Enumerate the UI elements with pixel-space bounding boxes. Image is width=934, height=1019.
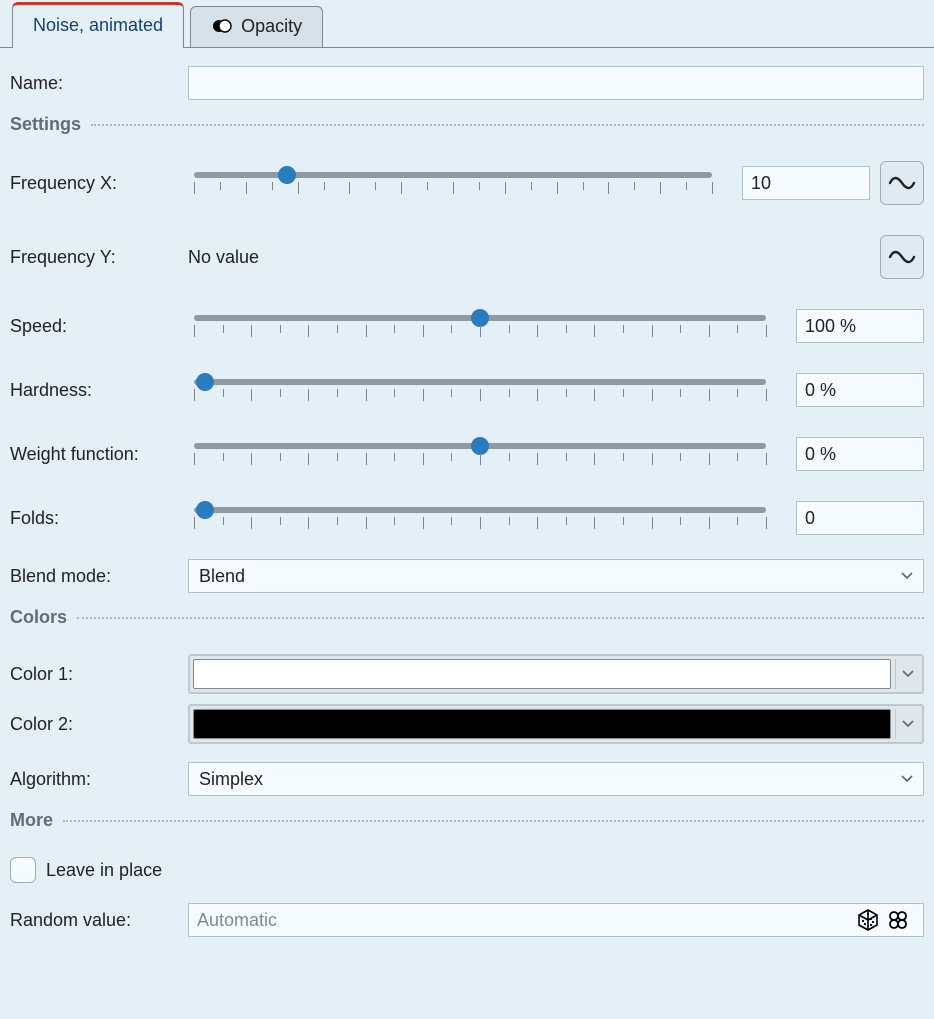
chevron-down-icon	[902, 720, 914, 728]
leave-in-place-checkbox[interactable]	[10, 857, 36, 883]
wave-icon	[888, 247, 916, 267]
weight-function-value[interactable]	[797, 438, 934, 470]
algorithm-label: Algorithm:	[10, 769, 188, 790]
folds-slider[interactable]	[188, 507, 772, 529]
frequency-y-novalue: No value	[188, 247, 870, 268]
color2-field[interactable]	[188, 704, 924, 744]
folds-spin[interactable]: ▲▼	[796, 501, 924, 535]
hardness-spin[interactable]: ▲▼	[796, 373, 924, 407]
section-settings: Settings	[10, 114, 924, 135]
frequency-x-spin[interactable]: ▲ ▼	[742, 166, 870, 200]
color2-row: Color 2:	[10, 704, 924, 744]
frequency-x-slider[interactable]	[188, 172, 718, 194]
frequency-x-wave-button[interactable]	[880, 161, 924, 205]
tab-label: Noise, animated	[33, 15, 163, 36]
chevron-down-icon	[902, 670, 914, 678]
section-colors: Colors	[10, 607, 924, 628]
color2-swatch	[193, 709, 891, 739]
tab-opacity[interactable]: Opacity	[190, 6, 323, 47]
frequency-y-row: Frequency Y: No value	[10, 235, 924, 279]
random-value-label: Random value:	[10, 910, 188, 931]
random-value-input[interactable]: Automatic	[188, 903, 924, 937]
blend-mode-label: Blend mode:	[10, 566, 188, 587]
color2-dropdown[interactable]	[895, 709, 919, 739]
algorithm-value: Simplex	[199, 769, 263, 790]
leave-in-place-label: Leave in place	[46, 860, 162, 881]
speed-slider[interactable]	[188, 315, 772, 337]
algorithm-select[interactable]: Simplex	[188, 762, 924, 796]
color1-swatch	[193, 659, 891, 689]
weight-function-spin[interactable]: ▲▼	[796, 437, 924, 471]
folds-row: Folds: ▲▼	[10, 501, 924, 535]
tab-label: Opacity	[241, 16, 302, 37]
algorithm-row: Algorithm: Simplex	[10, 762, 924, 796]
leave-in-place-row: Leave in place	[10, 857, 924, 883]
frequency-x-row: Frequency X: ▲ ▼	[10, 161, 924, 205]
hardness-label: Hardness:	[10, 380, 188, 401]
color1-dropdown[interactable]	[895, 659, 919, 689]
color1-row: Color 1:	[10, 654, 924, 694]
color2-label: Color 2:	[10, 714, 188, 735]
folds-label: Folds:	[10, 508, 188, 529]
color1-field[interactable]	[188, 654, 924, 694]
weight-function-row: Weight function: ▲▼	[10, 437, 924, 471]
chevron-down-icon	[901, 775, 913, 783]
name-input[interactable]	[188, 66, 924, 100]
frequency-y-label: Frequency Y:	[10, 247, 188, 268]
frequency-y-wave-button[interactable]	[880, 235, 924, 279]
wave-icon	[888, 173, 916, 193]
opacity-icon	[211, 15, 233, 37]
weight-function-label: Weight function:	[10, 444, 188, 465]
dice-icon[interactable]	[856, 908, 880, 932]
tab-noise-animated[interactable]: Noise, animated	[12, 2, 184, 48]
frequency-x-label: Frequency X:	[10, 173, 188, 194]
color1-label: Color 1:	[10, 664, 188, 685]
random-value-row: Random value: Automatic	[10, 903, 924, 937]
weight-function-slider[interactable]	[188, 443, 772, 465]
name-row: Name:	[10, 66, 924, 100]
blend-mode-select[interactable]: Blend	[188, 559, 924, 593]
speed-spin[interactable]: ▲▼	[796, 309, 924, 343]
speed-label: Speed:	[10, 316, 188, 337]
speed-value[interactable]	[797, 310, 934, 342]
section-more: More	[10, 810, 924, 831]
folds-value[interactable]	[797, 502, 934, 534]
random-value-placeholder: Automatic	[197, 910, 277, 931]
chevron-down-icon	[901, 572, 913, 580]
speed-row: Speed: ▲▼	[10, 309, 924, 343]
name-label: Name:	[10, 73, 188, 94]
hardness-slider[interactable]	[188, 379, 772, 401]
clover-icon[interactable]	[886, 908, 910, 932]
hardness-row: Hardness: ▲▼	[10, 373, 924, 407]
tabs: Noise, animated Opacity	[0, 0, 934, 48]
blend-mode-row: Blend mode: Blend	[10, 559, 924, 593]
hardness-value[interactable]	[797, 374, 934, 406]
blend-mode-value: Blend	[199, 566, 245, 587]
